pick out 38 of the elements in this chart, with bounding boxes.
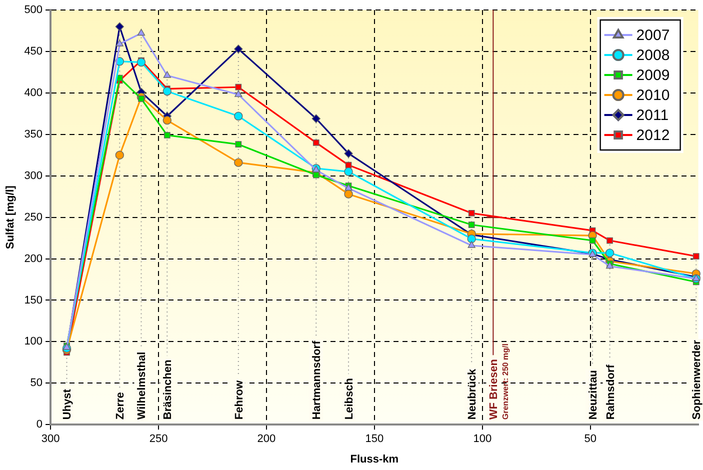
y-tick-label: 400 xyxy=(24,86,43,99)
y-tick-label: 50 xyxy=(30,377,43,390)
ref-line-label: Rahnsdorf xyxy=(604,364,617,420)
ref-line-label: Bräsinchen xyxy=(162,359,174,420)
ref-line-label: Neuzittau xyxy=(588,370,600,420)
x-tick-label: 250 xyxy=(149,433,168,446)
x-axis-title: Fluss-km xyxy=(350,453,399,466)
legend-label: 2012 xyxy=(636,127,670,144)
y-tick-label: 500 xyxy=(24,4,43,16)
y-tick-label: 100 xyxy=(24,336,43,348)
y-tick-label: 250 xyxy=(24,211,43,224)
y-axis-title: Sulfat [mg/l] xyxy=(4,185,17,250)
ref-line-label: Neubrück xyxy=(466,368,479,420)
x-tick-label: 50 xyxy=(584,433,596,446)
ref-line-label: Hartmannsdorf xyxy=(311,340,324,420)
y-tick-label: 200 xyxy=(24,252,43,265)
y-tick-label: 150 xyxy=(24,294,43,306)
legend-label: 2010 xyxy=(636,87,670,104)
y-tick-label: 450 xyxy=(24,45,43,58)
ref-line-label: Sophienwerder xyxy=(691,339,703,420)
legend-label: 2011 xyxy=(636,107,669,124)
ref-line-label: Zerre xyxy=(114,392,127,420)
ref-line-label: WF Briesen xyxy=(488,358,500,420)
ref-line-label: Wilhelmsthal xyxy=(136,352,148,420)
y-tick-label: 350 xyxy=(24,128,43,140)
x-tick-label: 100 xyxy=(473,433,492,446)
x-tick-label: 200 xyxy=(257,433,276,446)
legend-label: 2007 xyxy=(636,27,670,44)
ref-line-label: Fehrow xyxy=(233,380,246,420)
y-tick-label: 300 xyxy=(24,170,43,182)
ref-line-label: Uhyst xyxy=(62,388,74,420)
x-tick-label: 150 xyxy=(365,433,384,446)
legend-label: 2009 xyxy=(636,67,670,84)
ref-line-label: Leibsch xyxy=(344,378,356,420)
y-tick-label: 0 xyxy=(36,418,43,431)
annotation: Grenzwert: 250 mg/l xyxy=(501,344,510,420)
x-tick-label: 300 xyxy=(41,433,60,446)
legend-label: 2008 xyxy=(636,47,670,64)
